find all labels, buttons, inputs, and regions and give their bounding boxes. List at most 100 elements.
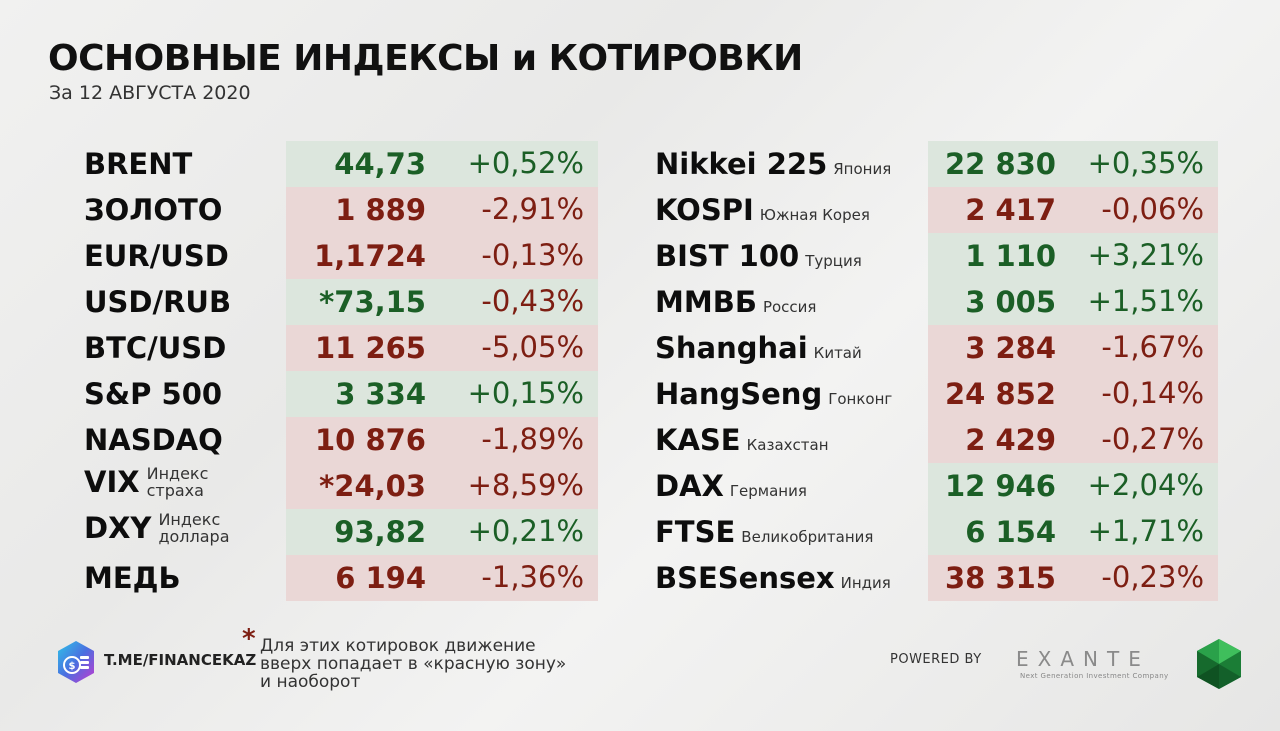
row-highlight [286,141,598,187]
quote-row: Shanghai Китай 3 284 -1,67% [655,325,1218,371]
quote-name: Nikkei 225 Япония [655,147,892,181]
quote-value: 1,1724 [314,239,426,273]
quote-value: 6 194 [335,561,426,595]
row-highlight [928,509,1218,555]
row-highlight [928,325,1218,371]
quote-name: DAX Германия [655,469,807,503]
channel-link[interactable]: T.ME/FINANCEKAZ [104,651,257,669]
row-highlight [286,279,598,325]
quote-country: Индия [840,574,891,592]
quote-name: ММВБ Россия [655,285,817,319]
quote-change: -1,67% [1101,330,1204,364]
quote-change: -1,36% [481,560,584,594]
quote-name: МЕДЬ [84,561,181,595]
quote-name: KOSPI Южная Корея [655,193,870,227]
quote-row: HangSeng Гонконг 24 852 -0,14% [655,371,1218,417]
quote-row: ММВБ Россия 3 005 +1,51% [655,279,1218,325]
quote-name: BRENT [84,147,193,181]
powered-by-label: POWERED BY [890,652,982,667]
quote-change: -2,91% [481,192,584,226]
quote-name: Shanghai Китай [655,331,862,365]
row-highlight [928,463,1218,509]
brand-name: EXANTE [1016,647,1150,671]
quote-name: KASE Казахстан [655,423,829,457]
quote-name: DXY Индекс доллара [84,510,230,546]
quote-row: BTC/USD 11 265 -5,05% [84,325,598,371]
world-indices-table: Nikkei 225 Япония 22 830 +0,35% KOSPI Южна… [655,141,1218,601]
svg-text:$: $ [69,661,76,672]
quote-country: Турция [805,252,862,270]
page-title: ОСНОВНЫЕ ИНДЕКСЫ и КОТИРОВКИ [48,38,803,79]
quote-value: 24 852 [945,377,1056,411]
quote-change: -1,89% [481,422,584,456]
quote-row: KOSPI Южная Корея 2 417 -0,06% [655,187,1218,233]
row-highlight [928,279,1218,325]
quote-value: 38 315 [945,561,1056,595]
page-subtitle: За 12 АВГУСТА 2020 [49,82,251,104]
footnote-line: и наоборот [260,672,361,692]
quote-row: МЕДЬ 6 194 -1,36% [84,555,598,601]
quote-value: 3 284 [965,331,1056,365]
quote-country: Южная Корея [759,206,870,224]
quote-value: 11 265 [315,331,426,365]
row-highlight [928,233,1218,279]
quote-change: -0,13% [481,238,584,272]
quote-change: +1,71% [1087,514,1204,548]
quote-change: -0,43% [481,284,584,318]
quote-row: S&P 500 3 334 +0,15% [84,371,598,417]
quote-name: HangSeng Гонконг [655,377,893,411]
quote-country: Россия [762,298,817,316]
quote-change: -0,06% [1101,192,1204,226]
quote-row: USD/RUB *73,15 -0,43% [84,279,598,325]
quote-row: BSESensex Индия 38 315 -0,23% [655,555,1218,601]
quote-name: EUR/USD [84,239,229,273]
quote-row: VIX Индекс страха *24,03 +8,59% [84,463,598,509]
quote-country: Гонконг [828,390,893,408]
quote-change: -0,14% [1101,376,1204,410]
row-highlight [286,417,598,463]
quote-value: 22 830 [945,147,1056,181]
coins-gear-icon: $ [58,641,94,683]
quote-value: 6 154 [965,515,1056,549]
quote-name: NASDAQ [84,423,223,457]
quote-change: +2,04% [1087,468,1204,502]
quote-name: ЗОЛОТО [84,193,223,227]
quote-value: *24,03 [319,469,426,503]
row-highlight [286,371,598,417]
footnote-line: вверх попадает в «красную зону» [260,654,567,674]
note-asterisk: * [242,624,256,654]
quote-change: -5,05% [481,330,584,364]
quote-name: USD/RUB [84,285,232,319]
quote-row: DXY Индекс доллара 93,82 +0,21% [84,509,598,555]
quote-value: 3 334 [335,377,426,411]
quote-change: -0,23% [1101,560,1204,594]
row-highlight [286,187,598,233]
quote-value: 3 005 [965,285,1056,319]
row-highlight [928,141,1218,187]
quote-change: +0,35% [1087,146,1204,180]
quote-row: Nikkei 225 Япония 22 830 +0,35% [655,141,1218,187]
row-highlight [928,417,1218,463]
quote-name: BTC/USD [84,331,227,365]
quote-row: FTSE Великобритания 6 154 +1,71% [655,509,1218,555]
quote-country: Япония [833,160,892,178]
quote-value: 1 110 [965,239,1056,273]
quote-value: 2 417 [965,193,1056,227]
quote-change: +8,59% [467,468,584,502]
row-highlight [286,555,598,601]
quote-change: +0,15% [467,376,584,410]
quote-row: EUR/USD 1,1724 -0,13% [84,233,598,279]
quote-row: BIST 100 Турция 1 110 +3,21% [655,233,1218,279]
quote-row: DAX Германия 12 946 +2,04% [655,463,1218,509]
row-highlight [286,463,598,509]
quote-country: Казахстан [746,436,829,454]
quote-change: -0,27% [1101,422,1204,456]
commodities-table: BRENT 44,73 +0,52% ЗОЛОТО 1 889 -2,91% E… [84,141,598,601]
green-gem-icon [1197,639,1241,689]
quote-value: *73,15 [319,285,426,319]
row-highlight [928,371,1218,417]
row-highlight [286,509,598,555]
row-highlight [928,187,1218,233]
quote-value: 93,82 [334,515,426,549]
row-highlight [928,555,1218,601]
